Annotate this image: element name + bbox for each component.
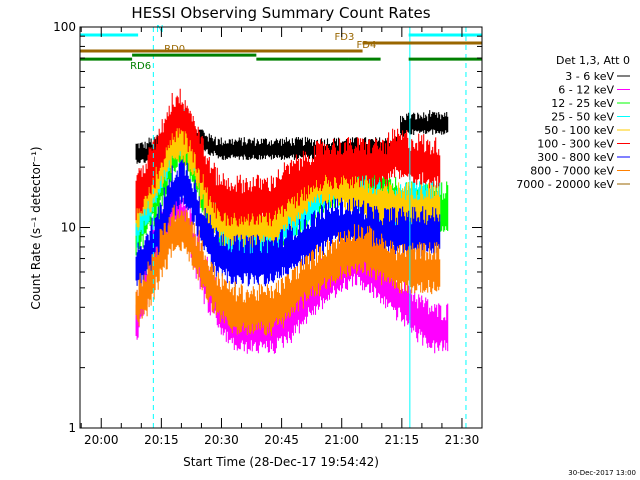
x-tick-label: 21:15 [385,433,420,447]
series-800-7000-kev-trace [135,204,441,336]
legend-label-6: 100 - 300 keV [537,138,614,151]
footer-timestamp: 30-Dec-2017 13:00 [568,469,636,477]
x-tick-label: 20:45 [264,433,299,447]
bar-label-rd0: RD0 [164,44,185,55]
bar-label-n: N [156,24,163,35]
legend-label-2: 6 - 12 keV [558,84,614,97]
vertical-markers [152,27,467,428]
bar-label-fd4: FD4 [357,40,377,51]
legend-label-5: 50 - 100 keV [544,124,614,137]
axes: 1 10 100 20:00 20:15 20:30 20:45 21:00 21:15 21:3… [53,20,483,447]
x-tick-label: 20:15 [144,433,179,447]
series-layer [135,88,449,354]
x-tick-label: 21:30 [445,433,480,447]
legend-title: Det 1,3, Att 0 [556,54,630,67]
chart-title: HESSI Observing Summary Count Rates [131,4,430,22]
x-tick-label: 21:00 [324,433,359,447]
x-axis-label: Start Time (28-Dec-17 19:54:42) [183,455,379,469]
y-tick-label: 100 [53,20,76,34]
legend-label-9: 7000 - 20000 keV [516,178,614,191]
x-tick-label: 20:30 [204,433,239,447]
y-tick-label: 1 [68,421,76,435]
y-tick-label: 10 [61,221,76,235]
legend-label-8: 800 - 7000 keV [530,165,614,178]
x-tick-label: 20:00 [84,433,119,447]
bar-label-rd6: RD6 [130,61,151,72]
series-300-800-kev-trace [135,159,441,287]
y-axis-label: Count Rate (s⁻¹ detector⁻¹) [29,146,43,309]
legend-label-3: 12 - 25 keV [551,97,614,110]
legend-label-7: 300 - 800 keV [537,151,614,164]
series-100-300-kev-trace [135,88,441,227]
legend-label-1: 3 - 6 keV [565,70,614,83]
bar-label-fd3: FD3 [335,32,355,43]
legend-label-4: 25 - 50 keV [551,111,614,124]
